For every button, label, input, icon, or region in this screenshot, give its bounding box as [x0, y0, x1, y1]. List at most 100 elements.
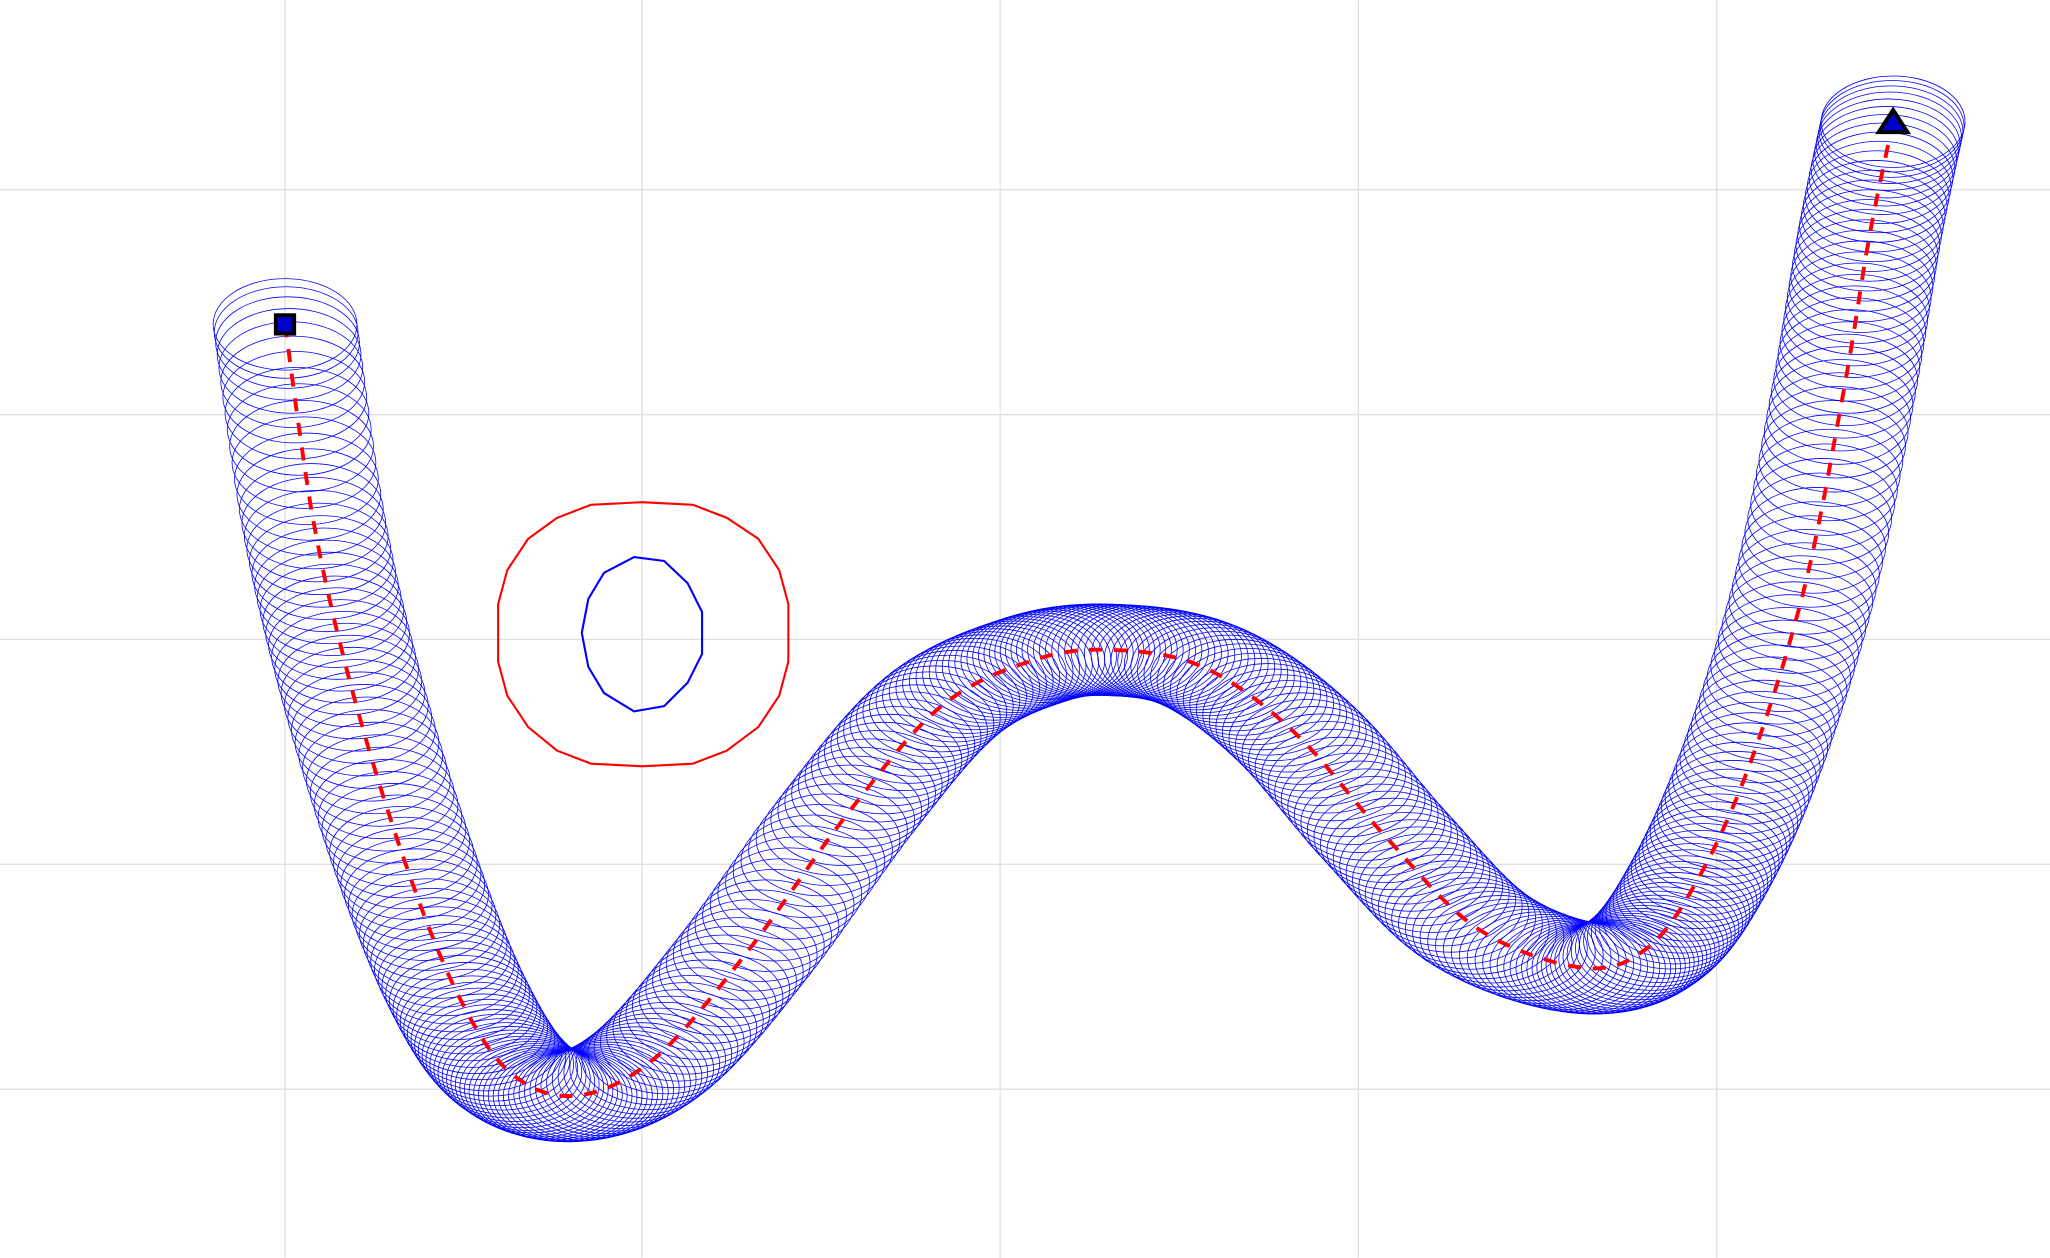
tube-ring	[377, 932, 523, 1025]
tube-ring	[407, 987, 552, 1081]
tube-ring	[216, 308, 362, 401]
tube-ring	[1189, 657, 1334, 751]
tube-ring	[581, 1012, 726, 1106]
tube-ring	[1077, 606, 1222, 699]
tube-ring	[287, 671, 433, 764]
tube-ring	[388, 954, 534, 1048]
tube-ring	[1222, 686, 1367, 779]
tube-ring	[1797, 189, 1942, 282]
tube-ring	[817, 713, 963, 807]
tube-ring	[1717, 594, 1863, 687]
tube-ring	[433, 1022, 579, 1115]
tube-ring	[1163, 638, 1308, 732]
tube-ring	[804, 730, 950, 823]
tube-ring	[1766, 372, 1911, 465]
tube-ring	[1267, 736, 1413, 830]
tube-ring	[513, 1048, 658, 1141]
tube-ring	[1802, 160, 1948, 253]
tube-ring	[811, 721, 956, 815]
tube-ring	[1612, 855, 1758, 948]
tube-ring	[1598, 877, 1743, 970]
tube-ring	[740, 814, 886, 907]
tube-ring	[1352, 833, 1497, 926]
tube-ring	[755, 793, 901, 886]
tube-ring	[1631, 823, 1776, 916]
tube-ring	[446, 1032, 591, 1126]
tube-ring	[425, 1013, 571, 1107]
tube-ring	[280, 646, 426, 740]
tube-ring	[1583, 894, 1728, 988]
tube-ring	[1755, 428, 1901, 522]
tube-ring	[1758, 414, 1904, 507]
start-marker	[273, 313, 297, 336]
tube-ring	[1664, 751, 1810, 844]
tube-ring	[344, 848, 489, 941]
tube-ring	[1672, 732, 1817, 825]
tube-ring	[1806, 140, 1952, 234]
tube-ring	[1747, 472, 1893, 565]
tube-ring	[298, 709, 444, 802]
tube-ring	[687, 889, 832, 982]
tube-ring	[546, 1036, 691, 1129]
tube-ring	[869, 659, 1014, 753]
tube-ring	[888, 645, 1034, 738]
tube-ring	[524, 1045, 669, 1138]
tube-ring	[1248, 713, 1393, 806]
tube-ring	[277, 634, 423, 728]
tube-ring	[1642, 801, 1787, 894]
tube-ring	[321, 783, 467, 876]
tube-ring	[1616, 849, 1761, 942]
tube-ring	[563, 1026, 709, 1119]
tube-ring	[836, 691, 982, 784]
tube-ring	[259, 563, 405, 657]
tube-ring	[1638, 808, 1784, 902]
tube-ring	[1721, 581, 1867, 674]
tube-ring	[518, 1046, 664, 1140]
tube-ring	[1293, 768, 1439, 861]
tube-ring	[1110, 613, 1256, 706]
tube-ring	[849, 677, 995, 771]
tube-ring	[329, 805, 474, 899]
tube-ring	[1675, 722, 1821, 815]
tube-ring	[1657, 768, 1802, 862]
tube-ring	[1815, 98, 1961, 191]
tube-ring	[306, 734, 451, 827]
tube-ring	[1458, 908, 1604, 1002]
tube-ring	[362, 897, 508, 990]
tube-ring	[454, 1038, 600, 1131]
tube-ring	[1687, 690, 1832, 784]
tube-ring	[355, 878, 501, 971]
tube-ring	[1694, 668, 1840, 761]
tube-ring	[1698, 656, 1844, 749]
tube-ring	[638, 951, 784, 1044]
tube-ring	[606, 989, 751, 1082]
tube-ring	[1182, 652, 1328, 746]
tube-ring	[1287, 760, 1432, 853]
tube-ring	[234, 432, 379, 525]
tube-ring	[680, 899, 825, 992]
tube-ring	[1812, 114, 1958, 207]
tube-ring	[1710, 619, 1856, 713]
tube-ring	[1103, 611, 1249, 704]
tube-ring	[1792, 219, 1937, 312]
tube-ring	[1307, 783, 1452, 876]
tube-ring	[1443, 902, 1588, 995]
tube-ring	[1817, 91, 1962, 184]
tube-ring	[1364, 847, 1510, 940]
tube-ring	[284, 659, 429, 752]
tube-ring	[1419, 891, 1565, 984]
tube-ring	[222, 350, 368, 444]
tube-ring	[895, 641, 1041, 734]
tube-ring	[1714, 607, 1859, 700]
tube-ring	[274, 622, 419, 716]
tube-ring	[1570, 905, 1716, 998]
tube-ring	[224, 366, 370, 460]
tube-ring	[725, 836, 870, 929]
tube-ring	[1575, 901, 1720, 995]
tube-ring	[1345, 826, 1491, 919]
outer-contour	[497, 501, 790, 768]
tube-ring	[784, 755, 930, 849]
